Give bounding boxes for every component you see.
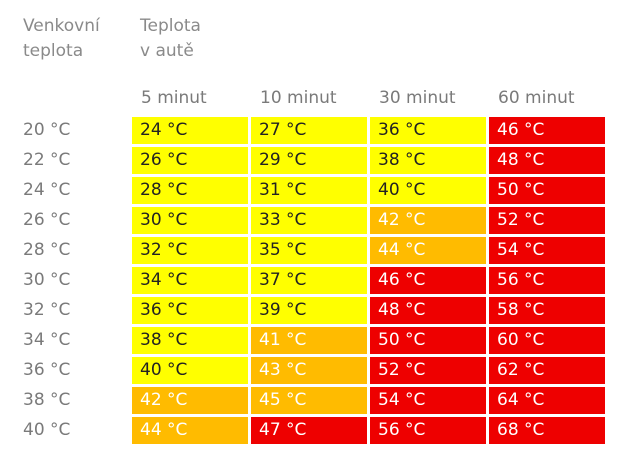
outside-temperature-label: 32 °C bbox=[23, 300, 71, 320]
car-temperature-cell: 64 °C bbox=[489, 387, 605, 414]
car-temperature-cell: 50 °C bbox=[489, 177, 605, 204]
outside-temperature-label: 38 °C bbox=[23, 390, 71, 410]
car-temperature-cell: 41 °C bbox=[251, 327, 367, 354]
car-temperature-cell: 60 °C bbox=[489, 327, 605, 354]
car-temperature-cell: 32 °C bbox=[132, 237, 248, 264]
car-temperature-cell: 62 °C bbox=[489, 357, 605, 384]
car-temperature-header: Teplota v autě bbox=[140, 14, 201, 64]
car-header-line1: Teplota bbox=[140, 16, 201, 36]
car-temperature-cell: 54 °C bbox=[489, 237, 605, 264]
car-temperature-cell: 26 °C bbox=[132, 147, 248, 174]
car-temperature-cell: 44 °C bbox=[132, 417, 248, 444]
outside-temperature-label: 26 °C bbox=[23, 210, 71, 230]
car-temperature-cell: 28 °C bbox=[132, 177, 248, 204]
car-temperature-cell: 39 °C bbox=[251, 297, 367, 324]
car-temperature-cell: 38 °C bbox=[132, 327, 248, 354]
car-temperature-cell: 56 °C bbox=[489, 267, 605, 294]
car-temperature-cell: 43 °C bbox=[251, 357, 367, 384]
car-temperature-cell: 36 °C bbox=[370, 117, 486, 144]
car-temperature-cell: 68 °C bbox=[489, 417, 605, 444]
car-temperature-cell: 37 °C bbox=[251, 267, 367, 294]
car-temperature-cell: 58 °C bbox=[489, 297, 605, 324]
outside-temperature-label: 24 °C bbox=[23, 180, 71, 200]
car-temperature-cell: 34 °C bbox=[132, 267, 248, 294]
outside-temperature-label: 28 °C bbox=[23, 240, 71, 260]
column-header: 5 minut bbox=[141, 88, 207, 108]
car-temperature-cell: 29 °C bbox=[251, 147, 367, 174]
column-header: 10 minut bbox=[260, 88, 337, 108]
car-temperature-cell: 24 °C bbox=[132, 117, 248, 144]
car-temperature-cell: 54 °C bbox=[370, 387, 486, 414]
car-temperature-cell: 44 °C bbox=[370, 237, 486, 264]
car-temperature-cell: 46 °C bbox=[489, 117, 605, 144]
outside-temperature-label: 22 °C bbox=[23, 150, 71, 170]
car-temperature-cell: 27 °C bbox=[251, 117, 367, 144]
outside-temperature-label: 30 °C bbox=[23, 270, 71, 290]
car-temperature-cell: 56 °C bbox=[370, 417, 486, 444]
car-temperature-cell: 45 °C bbox=[251, 387, 367, 414]
car-temperature-cell: 47 °C bbox=[251, 417, 367, 444]
car-temperature-cell: 48 °C bbox=[370, 297, 486, 324]
car-temperature-cell: 52 °C bbox=[370, 357, 486, 384]
car-temperature-cell: 40 °C bbox=[132, 357, 248, 384]
column-header: 30 minut bbox=[379, 88, 456, 108]
car-temperature-cell: 30 °C bbox=[132, 207, 248, 234]
car-temperature-cell: 33 °C bbox=[251, 207, 367, 234]
outside-temperature-label: 36 °C bbox=[23, 360, 71, 380]
outside-header-line1: Venkovní bbox=[23, 16, 100, 36]
car-temperature-cell: 50 °C bbox=[370, 327, 486, 354]
car-temperature-cell: 42 °C bbox=[370, 207, 486, 234]
car-temperature-cell: 35 °C bbox=[251, 237, 367, 264]
outside-temperature-label: 40 °C bbox=[23, 420, 71, 440]
column-header: 60 minut bbox=[498, 88, 575, 108]
outside-temperature-label: 20 °C bbox=[23, 120, 71, 140]
outside-temperature-header: Venkovní teplota bbox=[23, 14, 100, 64]
car-temperature-cell: 46 °C bbox=[370, 267, 486, 294]
car-temperature-cell: 48 °C bbox=[489, 147, 605, 174]
car-temperature-cell: 42 °C bbox=[132, 387, 248, 414]
car-temperature-cell: 52 °C bbox=[489, 207, 605, 234]
outside-header-line2: teplota bbox=[23, 41, 84, 61]
car-temperature-cell: 36 °C bbox=[132, 297, 248, 324]
car-temperature-cell: 38 °C bbox=[370, 147, 486, 174]
car-temperature-cell: 31 °C bbox=[251, 177, 367, 204]
car-temperature-cell: 40 °C bbox=[370, 177, 486, 204]
outside-temperature-label: 34 °C bbox=[23, 330, 71, 350]
car-header-line2: v autě bbox=[140, 41, 194, 61]
